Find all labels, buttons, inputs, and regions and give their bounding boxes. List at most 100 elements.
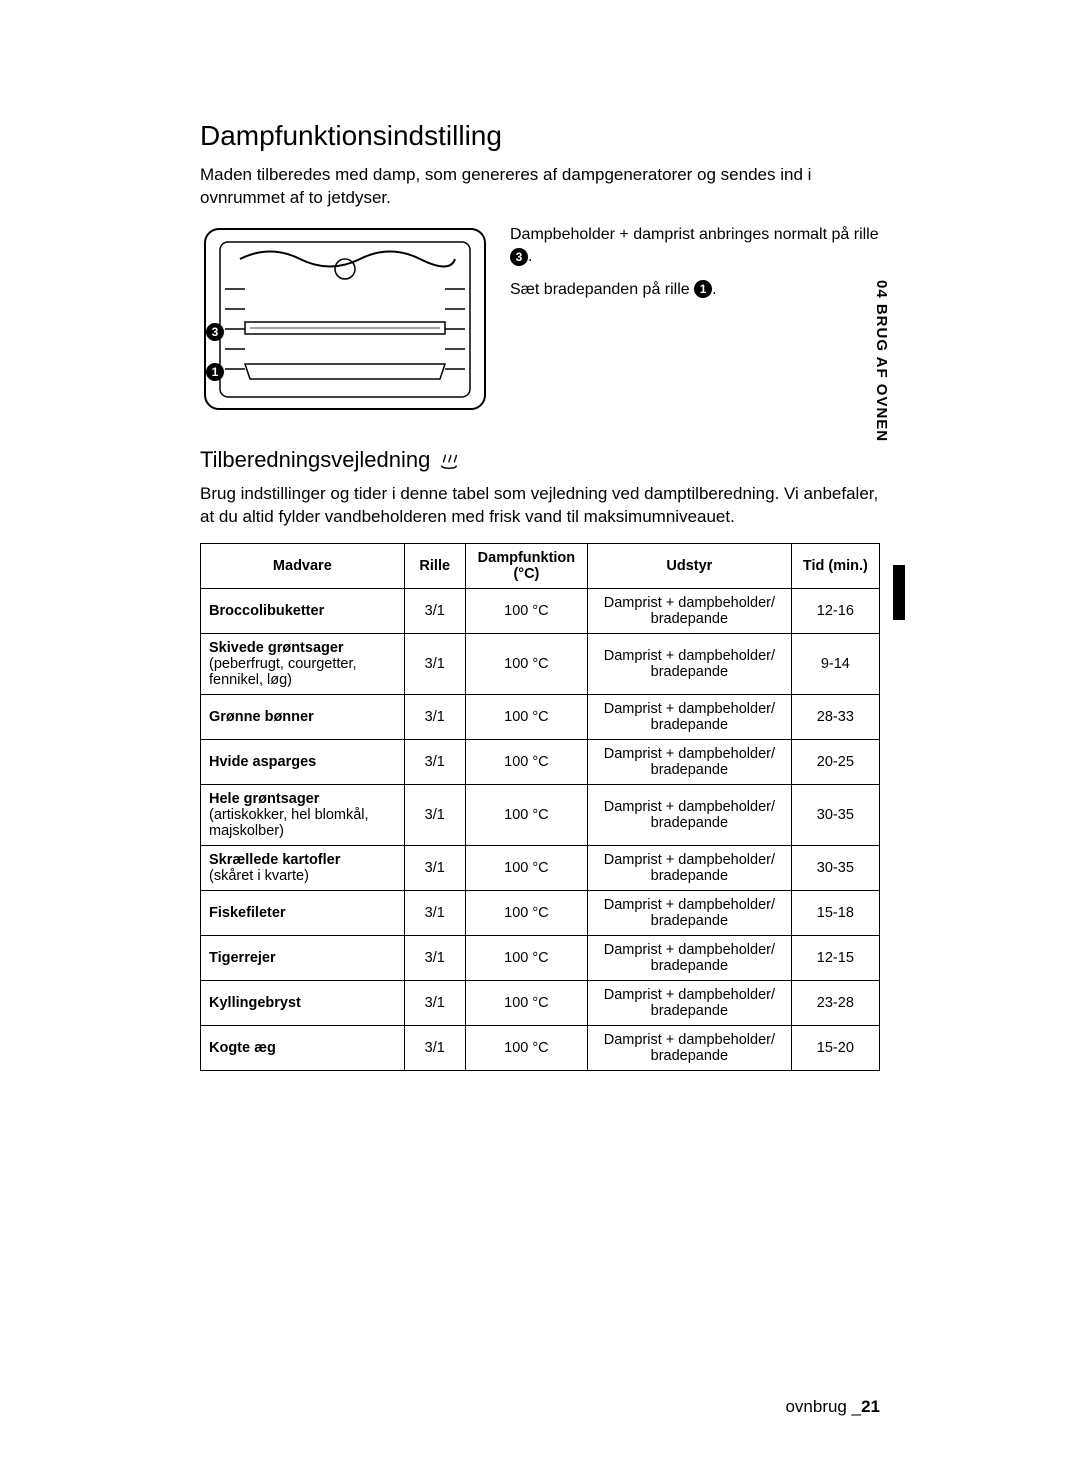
cell-equip: Damprist + dampbeholder/ bradepande (588, 935, 792, 980)
cell-temp: 100 °C (465, 890, 587, 935)
food-sub: (peberfrugt, courgetter, fennikel, løg) (209, 656, 396, 688)
food-name: Tigerrejer (209, 950, 396, 966)
cell-food: Hele grøntsager(artiskokker, hel blomkål… (201, 784, 405, 845)
page-number: 21 (861, 1397, 880, 1416)
cell-food: Hvide asparges (201, 739, 405, 784)
cell-temp: 100 °C (465, 1025, 587, 1070)
cell-temp: 100 °C (465, 784, 587, 845)
table-row: Skrællede kartofler(skåret i kvarte)3/11… (201, 845, 880, 890)
cell-food: Skrællede kartofler(skåret i kvarte) (201, 845, 405, 890)
table-row: Hvide asparges 3/1100 °CDamprist + dampbe… (201, 739, 880, 784)
intro-paragraph: Maden tilberedes med damp, som genereres… (200, 164, 880, 210)
food-name: Kyllingebryst (209, 995, 396, 1011)
figure-text-2a: Sæt bradepanden på rille (510, 281, 694, 298)
table-row: Fiskefileter 3/1100 °CDamprist + dampbeho… (201, 890, 880, 935)
cell-equip: Damprist + dampbeholder/ bradepande (588, 739, 792, 784)
col-header-temp: Dampfunktion (°C) (465, 543, 587, 588)
cell-food: Skivede grøntsager(peberfrugt, courgette… (201, 633, 405, 694)
figure-text-2b: . (712, 281, 716, 298)
sub-heading: Tilberedningsvejledning (200, 447, 880, 473)
page-footer: ovnbrug _21 (785, 1397, 880, 1417)
cell-time: 30-35 (791, 784, 879, 845)
cell-equip: Damprist + dampbeholder/ bradepande (588, 845, 792, 890)
food-name: Broccolibuketter (209, 603, 396, 619)
footer-text: ovnbrug _ (785, 1397, 861, 1416)
cell-temp: 100 °C (465, 935, 587, 980)
cell-temp: 100 °C (465, 845, 587, 890)
table-row: Grønne bønner 3/1100 °CDamprist + dampbeh… (201, 694, 880, 739)
cell-temp: 100 °C (465, 739, 587, 784)
cell-food: Broccolibuketter (201, 588, 405, 633)
col-header-equip: Udstyr (588, 543, 792, 588)
food-sub: (skåret i kvarte) (209, 868, 396, 884)
figure-text-1a: Dampbeholder + damprist anbringes normal… (510, 226, 879, 243)
section-tab: 04 BRUG AF OVNEN (873, 280, 890, 442)
food-name: Skivede grøntsager (209, 640, 396, 656)
svg-text:1: 1 (212, 365, 219, 379)
cell-temp: 100 °C (465, 694, 587, 739)
cell-shelf: 3/1 (404, 845, 465, 890)
cell-equip: Damprist + dampbeholder/ bradepande (588, 980, 792, 1025)
cell-equip: Damprist + dampbeholder/ bradepande (588, 1025, 792, 1070)
cell-temp: 100 °C (465, 633, 587, 694)
figure-text-1b: . (528, 248, 532, 265)
cell-shelf: 3/1 (404, 588, 465, 633)
col-header-shelf: Rille (404, 543, 465, 588)
food-name: Skrællede kartofler (209, 852, 396, 868)
cell-food: Fiskefileter (201, 890, 405, 935)
cell-shelf: 3/1 (404, 890, 465, 935)
cell-time: 20-25 (791, 739, 879, 784)
sub-intro-paragraph: Brug indstillinger og tider i denne tabe… (200, 483, 880, 529)
cell-equip: Damprist + dampbeholder/ bradepande (588, 633, 792, 694)
table-row: Kyllingebryst 3/1100 °CDamprist + dampbeh… (201, 980, 880, 1025)
cell-shelf: 3/1 (404, 739, 465, 784)
table-row: Kogte æg 3/1100 °CDamprist + dampbeholder… (201, 1025, 880, 1070)
food-name: Kogte æg (209, 1040, 396, 1056)
page-title: Dampfunktionsindstilling (200, 120, 880, 152)
steam-icon (438, 449, 460, 471)
table-row: Broccolibuketter 3/1100 °CDamprist + damp… (201, 588, 880, 633)
figure-row: 3 1 Dampbeholder + damprist anbringes no… (200, 224, 880, 419)
cell-time: 12-15 (791, 935, 879, 980)
cell-equip: Damprist + dampbeholder/ bradepande (588, 784, 792, 845)
cell-shelf: 3/1 (404, 1025, 465, 1070)
cell-shelf: 3/1 (404, 633, 465, 694)
cell-food: Kogte æg (201, 1025, 405, 1070)
cell-equip: Damprist + dampbeholder/ bradepande (588, 890, 792, 935)
col-header-time: Tid (min.) (791, 543, 879, 588)
section-tab-marker (893, 565, 905, 620)
cell-food: Grønne bønner (201, 694, 405, 739)
cell-time: 15-20 (791, 1025, 879, 1070)
table-row: Skivede grøntsager(peberfrugt, courgette… (201, 633, 880, 694)
cell-equip: Damprist + dampbeholder/ bradepande (588, 694, 792, 739)
cell-time: 28-33 (791, 694, 879, 739)
cell-food: Kyllingebryst (201, 980, 405, 1025)
cell-food: Tigerrejer (201, 935, 405, 980)
cell-time: 30-35 (791, 845, 879, 890)
cell-equip: Damprist + dampbeholder/ bradepande (588, 588, 792, 633)
table-row: Hele grøntsager(artiskokker, hel blomkål… (201, 784, 880, 845)
cell-shelf: 3/1 (404, 784, 465, 845)
figure-caption: Dampbeholder + damprist anbringes normal… (510, 224, 880, 419)
sub-heading-text: Tilberedningsvejledning (200, 447, 430, 473)
food-name: Grønne bønner (209, 709, 396, 725)
circle-3-icon: 3 (510, 248, 528, 266)
oven-diagram: 3 1 (200, 224, 490, 419)
cell-time: 15-18 (791, 890, 879, 935)
cooking-table: Madvare Rille Dampfunktion (°C) Udstyr T… (200, 543, 880, 1071)
food-name: Hele grøntsager (209, 791, 396, 807)
circle-1-icon: 1 (694, 280, 712, 298)
cell-shelf: 3/1 (404, 980, 465, 1025)
cell-time: 12-16 (791, 588, 879, 633)
table-row: Tigerrejer 3/1100 °CDamprist + dampbehold… (201, 935, 880, 980)
cell-shelf: 3/1 (404, 694, 465, 739)
svg-text:3: 3 (212, 325, 219, 339)
col-header-food: Madvare (201, 543, 405, 588)
food-name: Hvide asparges (209, 754, 396, 770)
cell-shelf: 3/1 (404, 935, 465, 980)
cell-time: 23-28 (791, 980, 879, 1025)
cell-time: 9-14 (791, 633, 879, 694)
food-name: Fiskefileter (209, 905, 396, 921)
cell-temp: 100 °C (465, 980, 587, 1025)
cell-temp: 100 °C (465, 588, 587, 633)
